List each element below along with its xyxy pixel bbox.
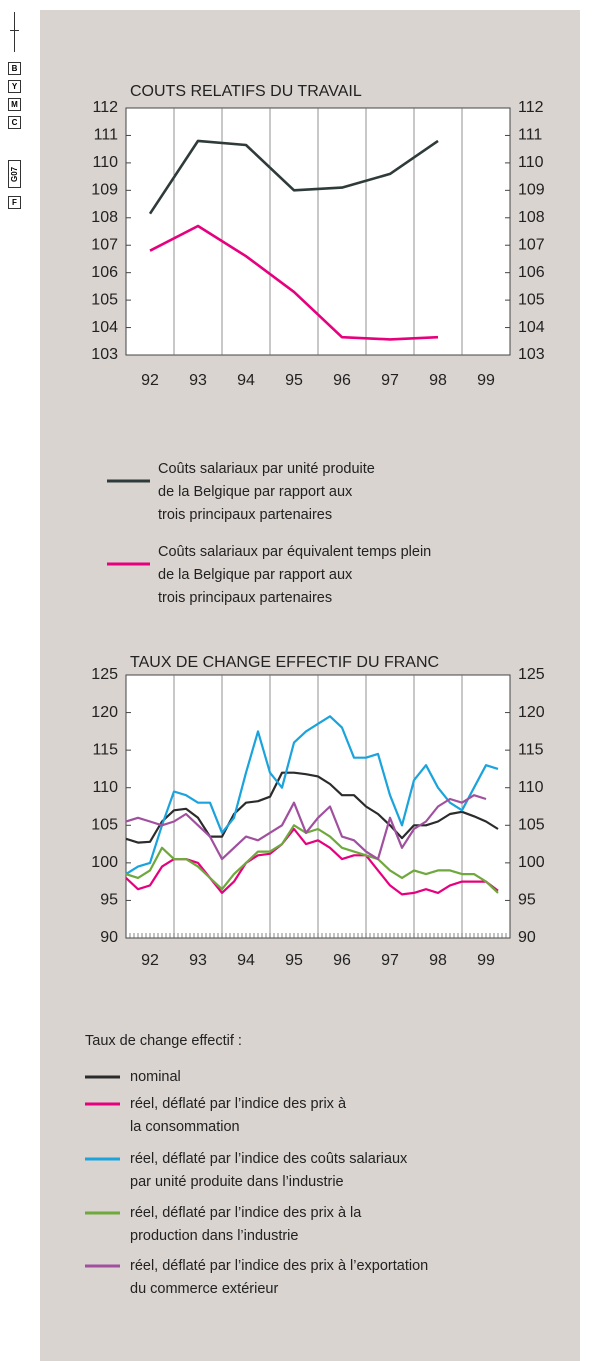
- crop-mark: [14, 12, 15, 52]
- y-tick-label: 120: [91, 704, 118, 721]
- y-tick-label-right: 100: [518, 854, 545, 871]
- legend-label: réel, déflaté par l’indice des prix à la…: [130, 1205, 362, 1244]
- margin-mark: G07: [8, 160, 21, 188]
- y-tick-label: 110: [92, 779, 118, 796]
- margin-mark: F: [8, 196, 21, 209]
- series-line: [125, 771, 499, 844]
- series-line: [148, 139, 439, 215]
- y-tick-label-right: 111: [518, 127, 542, 144]
- x-tick-label: 98: [429, 952, 447, 969]
- x-tick-label: 92: [141, 372, 159, 389]
- y-tick-label: 100: [91, 854, 118, 871]
- x-tick-label: 98: [429, 372, 447, 389]
- series-line: [149, 224, 439, 341]
- y-tick-label-right: 90: [518, 929, 536, 946]
- y-tick-label: 90: [100, 929, 118, 946]
- series-line: [125, 824, 499, 894]
- x-tick-label: 95: [285, 372, 303, 389]
- chart-title: TAUX DE CHANGE EFFECTIF DU FRANC: [130, 654, 439, 671]
- x-tick-label: 95: [285, 952, 303, 969]
- y-tick-label: 110: [92, 154, 118, 171]
- y-tick-label-right: 115: [518, 741, 544, 758]
- y-tick-label: 108: [91, 209, 118, 226]
- x-tick-label: 94: [237, 952, 255, 969]
- series-line: [125, 794, 487, 861]
- x-tick-label: 97: [381, 372, 399, 389]
- y-tick-label-right: 103: [518, 346, 545, 363]
- y-tick-label: 95: [100, 892, 118, 909]
- legend-title: Taux de change effectif :: [85, 1033, 242, 1049]
- y-tick-label: 106: [91, 264, 118, 281]
- y-tick-label-right: 95: [518, 892, 536, 909]
- y-tick-label: 109: [91, 182, 118, 199]
- y-tick-label-right: 110: [518, 779, 544, 796]
- x-tick-label: 99: [477, 372, 495, 389]
- y-tick-label: 112: [92, 99, 118, 116]
- x-tick-label: 93: [189, 372, 207, 389]
- margin-mark: M: [8, 98, 21, 111]
- y-tick-label: 125: [91, 666, 118, 683]
- y-tick-label-right: 109: [518, 182, 545, 199]
- x-tick-label: 96: [333, 952, 351, 969]
- y-tick-label: 107: [91, 236, 118, 253]
- y-tick-label: 105: [91, 291, 118, 308]
- y-tick-label: 111: [94, 127, 118, 144]
- legend-label: Coûts salariaux par équivalent temps ple…: [158, 544, 432, 606]
- y-tick-label-right: 108: [518, 209, 545, 226]
- y-tick-label-right: 110: [518, 154, 544, 171]
- legend-label: réel, déflaté par l’indice des prix à la…: [130, 1096, 347, 1135]
- y-tick-label: 104: [91, 319, 118, 336]
- y-tick-label-right: 120: [518, 704, 545, 721]
- margin-mark: B: [8, 62, 21, 75]
- y-tick-label-right: 112: [518, 99, 544, 116]
- y-tick-label: 105: [91, 817, 118, 834]
- y-tick-label: 115: [92, 741, 118, 758]
- margin-mark: Y: [8, 80, 21, 93]
- y-tick-label-right: 104: [518, 319, 545, 336]
- x-tick-label: 93: [189, 952, 207, 969]
- y-tick-label-right: 105: [518, 291, 545, 308]
- series-line: [125, 715, 499, 876]
- y-tick-label-right: 106: [518, 264, 545, 281]
- legend-label: nominal: [130, 1069, 181, 1085]
- crop-mark: [10, 30, 19, 31]
- y-tick-label-right: 125: [518, 666, 545, 683]
- x-tick-label: 99: [477, 952, 495, 969]
- x-tick-label: 94: [237, 372, 255, 389]
- chart-title: COUTS RELATIFS DU TRAVAIL: [130, 83, 362, 100]
- x-tick-label: 92: [141, 952, 159, 969]
- legend-label: Coûts salariaux par unité produite de la…: [158, 461, 375, 523]
- y-tick-label-right: 105: [518, 817, 545, 834]
- x-tick-label: 96: [333, 372, 351, 389]
- y-tick-label: 103: [91, 346, 118, 363]
- margin-mark: C: [8, 116, 21, 129]
- y-tick-label-right: 107: [518, 236, 545, 253]
- legend-label: réel, déflaté par l’indice des prix à l’…: [130, 1258, 429, 1297]
- legend-label: réel, déflaté par l’indice des coûts sal…: [130, 1151, 408, 1190]
- x-tick-label: 97: [381, 952, 399, 969]
